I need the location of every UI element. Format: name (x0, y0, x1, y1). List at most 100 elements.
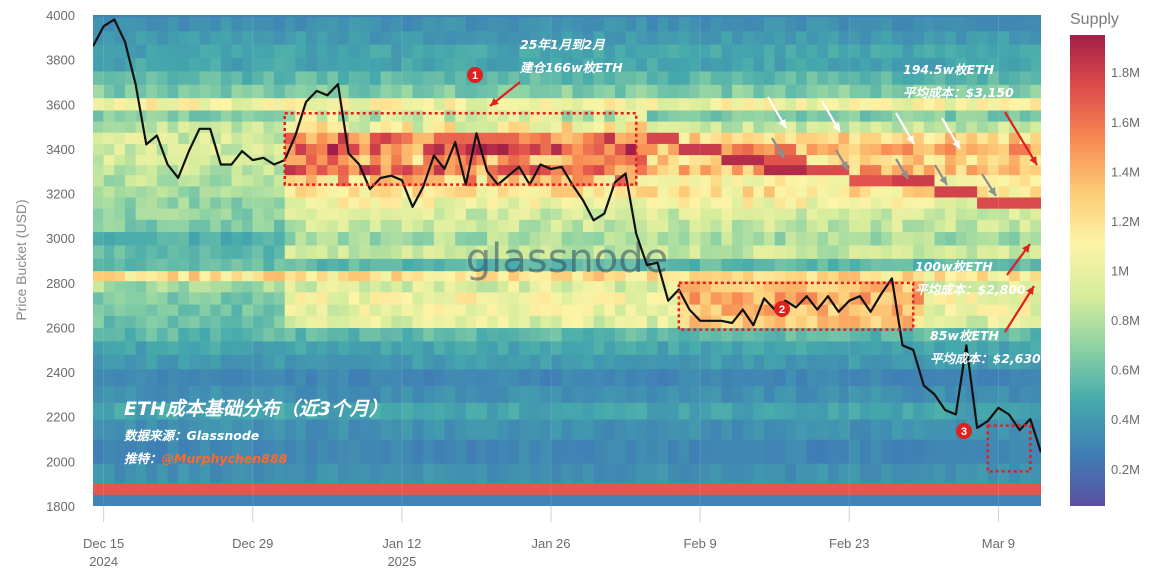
heatmap-cell (913, 109, 925, 122)
heatmap-cell (210, 340, 222, 355)
heatmap-cell (774, 315, 786, 329)
heatmap-cell (551, 44, 563, 58)
heatmap-cell (210, 132, 222, 144)
heatmap-cell (423, 402, 435, 420)
heatmap-cell (604, 121, 616, 133)
heatmap-cell (945, 185, 957, 198)
heatmap-cell (465, 219, 478, 233)
heatmap-cell (668, 270, 680, 282)
heatmap-cell (380, 132, 392, 144)
heatmap-cell (146, 109, 158, 122)
heatmap-cell (572, 219, 584, 233)
heatmap-cell (881, 482, 893, 495)
heatmap-cell (827, 368, 840, 387)
heatmap-cell (593, 185, 605, 198)
heatmap-cell (732, 97, 744, 111)
heatmap-cell (423, 291, 435, 305)
heatmap-cell (242, 368, 254, 387)
heatmap-cell (114, 244, 126, 259)
source-line: 数据来源：Glassnode (124, 428, 259, 443)
heatmap-cell (444, 196, 456, 209)
heatmap-cell (497, 185, 510, 198)
heatmap-cell (934, 109, 946, 122)
heatmap-cell (636, 164, 648, 176)
heatmap-cell (551, 354, 563, 370)
heatmap-cell (710, 44, 723, 58)
heatmap-cell (785, 270, 797, 282)
heatmap-cell (689, 208, 701, 220)
heatmap-cell (210, 385, 222, 403)
heatmap-cell (614, 84, 627, 99)
heatmap-cell (827, 57, 840, 72)
heatmap-cell (625, 57, 637, 72)
heatmap-cell (593, 439, 605, 464)
heatmap-cell (561, 315, 573, 329)
heatmap-cell (423, 385, 435, 403)
heatmap-cell (124, 196, 137, 209)
heatmap-cell (881, 340, 893, 355)
heatmap-cell (497, 463, 510, 484)
heatmap-cell (774, 402, 786, 420)
heatmap-cell (433, 244, 446, 259)
heatmap-cell (604, 17, 616, 32)
heatmap-cell (412, 463, 424, 484)
heatmap-cell (337, 340, 350, 355)
heatmap-cell (689, 30, 701, 45)
heatmap-cell (902, 402, 914, 420)
heatmap-cell (753, 219, 765, 233)
heatmap-cell (316, 143, 328, 156)
heatmap-cell (678, 30, 691, 45)
heatmap-cell (1019, 219, 1031, 233)
heatmap-cell (401, 439, 414, 464)
heatmap-cell (540, 244, 552, 259)
heatmap-cell (753, 44, 765, 58)
heatmap-cell (955, 439, 968, 464)
heatmap-cell (274, 258, 286, 272)
heatmap-cell (284, 70, 296, 85)
heatmap-cell (359, 270, 371, 282)
heatmap-cell (433, 291, 446, 305)
heatmap-cell (135, 402, 147, 420)
heatmap-cell (519, 84, 531, 99)
heatmap-cell (881, 291, 893, 305)
heatmap-cell (252, 304, 265, 316)
heatmap-cell (657, 132, 669, 144)
heatmap-cell (966, 185, 978, 198)
heatmap-cell (593, 327, 605, 342)
heatmap-cell (242, 57, 254, 72)
heatmap-cell (391, 154, 403, 166)
heatmap-cell (274, 109, 286, 122)
heatmap-cell (966, 291, 978, 305)
heatmap-cell (465, 164, 478, 176)
heatmap-cell (391, 244, 403, 259)
heatmap-cell (806, 340, 818, 355)
heatmap-cell (401, 244, 414, 259)
heatmap-cell (678, 327, 691, 342)
heatmap-cell (636, 154, 648, 166)
heatmap-cell (678, 109, 691, 122)
heatmap-cell (433, 258, 446, 272)
heatmap-cell (444, 439, 456, 464)
heatmap-cell (369, 291, 382, 305)
heatmap-cell (167, 315, 179, 329)
heatmap-cell (678, 17, 691, 32)
heatmap-cell (295, 270, 307, 282)
heatmap-cell (753, 315, 765, 329)
heatmap-cell (987, 368, 999, 387)
heatmap-cell (156, 258, 169, 272)
heatmap-cell (678, 196, 691, 209)
heatmap-cell (316, 154, 328, 166)
heatmap-cell (817, 84, 829, 99)
heatmap-cell (1030, 340, 1041, 355)
heatmap-cell (678, 143, 691, 156)
heatmap-cell (987, 385, 999, 403)
heatmap-cell (337, 132, 350, 144)
heatmap-cell (401, 368, 414, 387)
heatmap-cell (657, 385, 669, 403)
heatmap-cell (700, 304, 712, 316)
heatmap-cell (423, 84, 435, 99)
heatmap-cell (146, 402, 158, 420)
heatmap-cell (646, 164, 659, 176)
heatmap-cell (859, 304, 872, 316)
heatmap-cell (146, 418, 158, 440)
